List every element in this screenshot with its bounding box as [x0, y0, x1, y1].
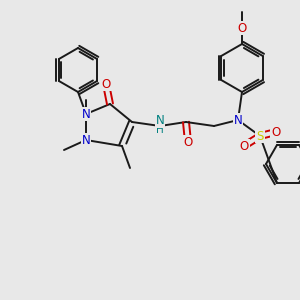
Text: N: N — [234, 113, 242, 127]
Text: O: O — [237, 22, 247, 34]
Text: H: H — [156, 125, 164, 135]
Text: N: N — [82, 134, 90, 146]
Text: O: O — [239, 140, 249, 152]
Text: O: O — [101, 77, 111, 91]
Text: N: N — [82, 107, 90, 121]
Text: O: O — [183, 136, 193, 148]
Text: O: O — [272, 125, 280, 139]
Text: N: N — [156, 115, 164, 128]
Text: S: S — [256, 130, 264, 142]
